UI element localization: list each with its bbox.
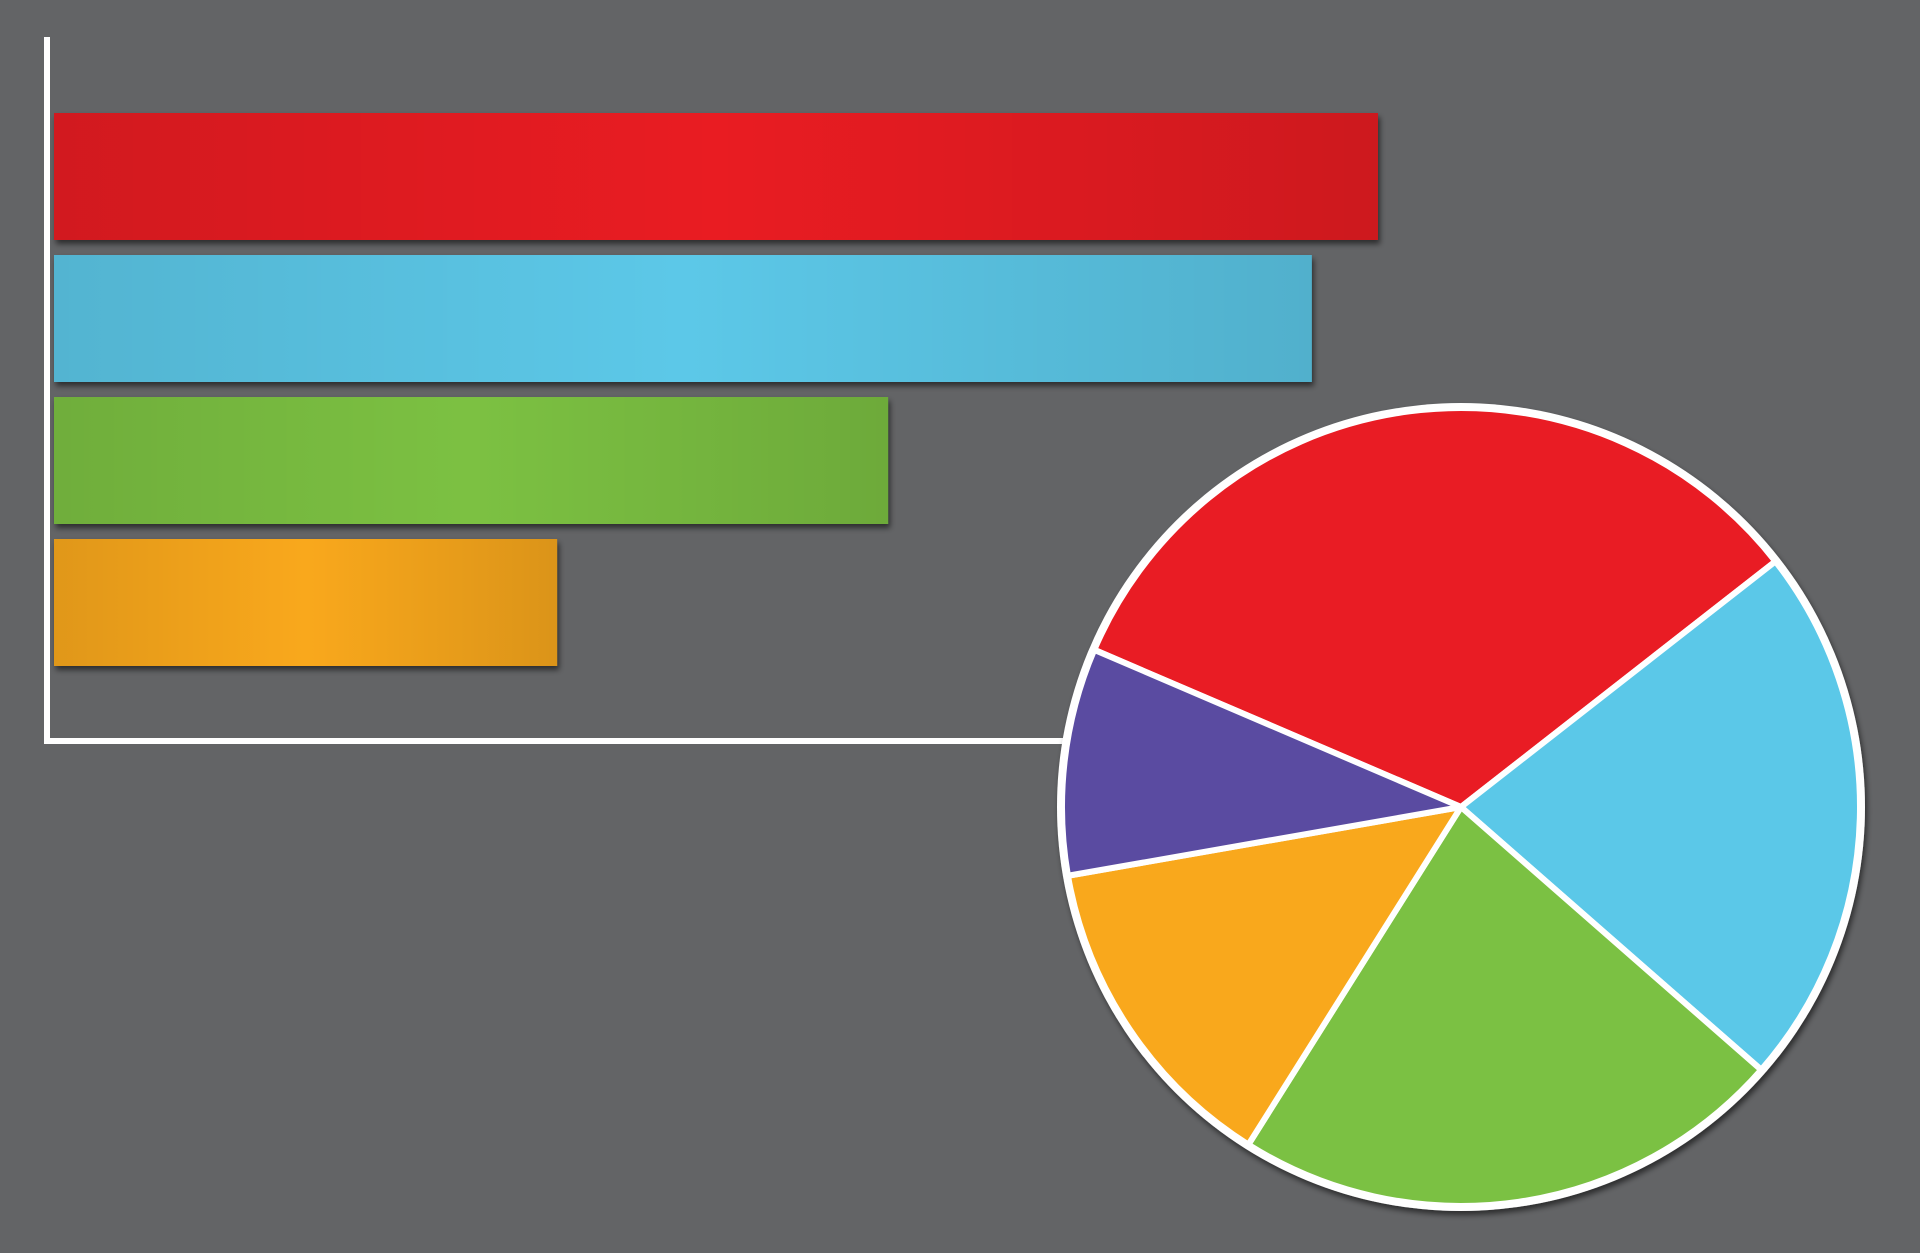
bar-shading-1 [54, 255, 1312, 382]
pie-slice-4 [1059, 646, 1464, 879]
pie-slice-2 [1245, 804, 1765, 1209]
pie-chart [1057, 403, 1865, 1211]
pie-slice-3 [1064, 804, 1464, 1148]
bar-shading-0 [54, 113, 1378, 240]
bar-shading-2 [54, 397, 889, 524]
pie-slice-1 [1458, 558, 1863, 1073]
bar-series [54, 113, 1378, 666]
bar-shading-3 [54, 539, 558, 666]
pie-slice-0 [1091, 405, 1779, 810]
